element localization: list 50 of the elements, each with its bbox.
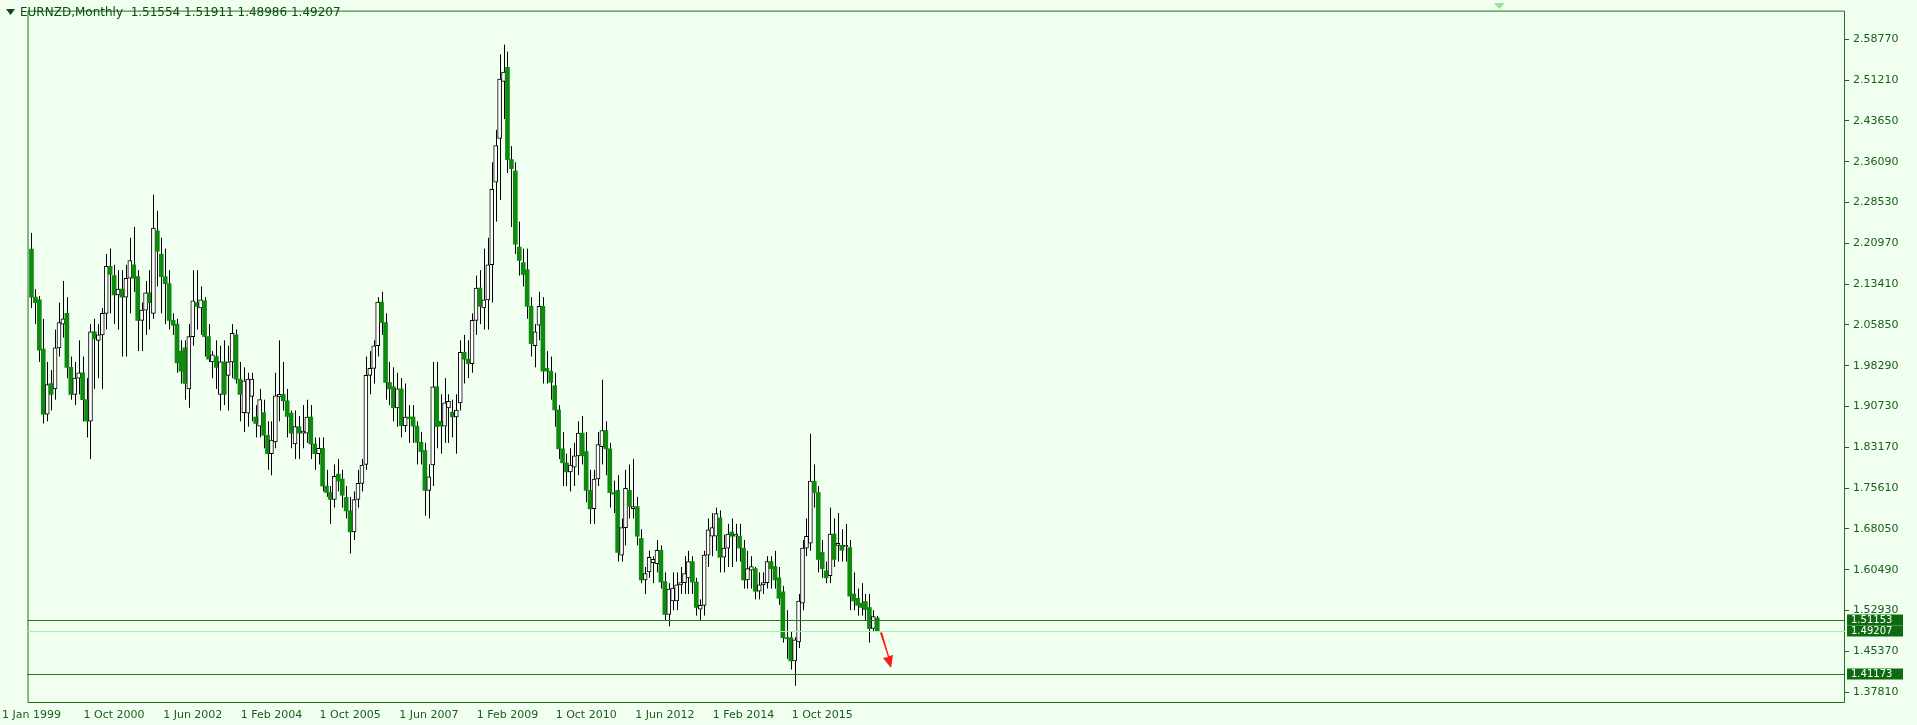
candlestick xyxy=(568,447,573,492)
chart-title: EURNZD,Monthly 1.51554 1.51911 1.48986 1.49207 xyxy=(20,5,341,19)
ref-line-label: 1.51153 xyxy=(1851,614,1893,626)
x-tick-label: 1 Oct 2005 xyxy=(319,708,381,722)
y-tick-label: 2.28530 xyxy=(1853,195,1899,209)
y-tick-label: 2.51210 xyxy=(1853,73,1899,87)
y-tick-label: 1.60490 xyxy=(1853,562,1899,576)
x-tick-label: 1 Jun 2012 xyxy=(635,708,695,722)
x-tick-label: 1 Feb 2014 xyxy=(712,708,775,722)
candlestick xyxy=(725,523,731,568)
x-tick-label: 1 Oct 2000 xyxy=(83,708,145,722)
x-tick-label: 1 Jun 2007 xyxy=(399,708,459,722)
candlestick xyxy=(332,463,337,509)
x-tick-label: 1 Feb 2004 xyxy=(240,708,303,722)
y-tick-label: 2.13410 xyxy=(1853,277,1899,291)
x-tick-label: 1 Feb 2009 xyxy=(476,708,539,722)
y-tick-label: 1.83170 xyxy=(1853,440,1899,454)
x-tick-label: 1 Jan 1999 xyxy=(2,708,61,722)
y-tick-label: 2.36090 xyxy=(1853,154,1899,168)
y-tick-label: 1.90730 xyxy=(1853,399,1899,413)
candlestick xyxy=(631,458,636,519)
candlestick xyxy=(402,383,408,433)
x-tick-label: 1 Jun 2002 xyxy=(163,708,223,722)
candlestick xyxy=(835,512,841,563)
candlestick xyxy=(745,550,750,590)
candlestick xyxy=(729,517,735,568)
candlestick xyxy=(316,436,321,465)
y-tick-label: 1.37810 xyxy=(1853,685,1899,699)
y-tick-label: 1.68050 xyxy=(1853,521,1899,535)
x-tick-label: 1 Oct 2015 xyxy=(791,708,853,722)
y-tick-label: 1.45370 xyxy=(1853,644,1899,658)
ref-line-label: 1.49207 xyxy=(1851,625,1893,637)
y-tick-label: 1.75610 xyxy=(1853,481,1899,495)
candlestick xyxy=(92,318,97,390)
y-tick-label: 1.98290 xyxy=(1853,358,1899,372)
candlestick xyxy=(627,463,632,519)
y-tick-label: 2.05850 xyxy=(1853,317,1899,331)
candlestick xyxy=(749,555,754,590)
candlestick xyxy=(674,571,679,611)
candlestick xyxy=(733,523,738,563)
y-tick-label: 2.20970 xyxy=(1853,236,1899,250)
candlestick xyxy=(686,550,691,595)
candlestick xyxy=(249,372,255,422)
x-tick-label: 1 Oct 2010 xyxy=(555,708,617,722)
ref-line-label: 1.41173 xyxy=(1851,668,1893,680)
candlestick xyxy=(395,372,400,428)
candlestick xyxy=(682,555,687,595)
candlestick xyxy=(756,571,762,600)
y-tick-label: 2.58770 xyxy=(1853,32,1899,46)
y-tick-label: 2.43650 xyxy=(1853,113,1899,127)
